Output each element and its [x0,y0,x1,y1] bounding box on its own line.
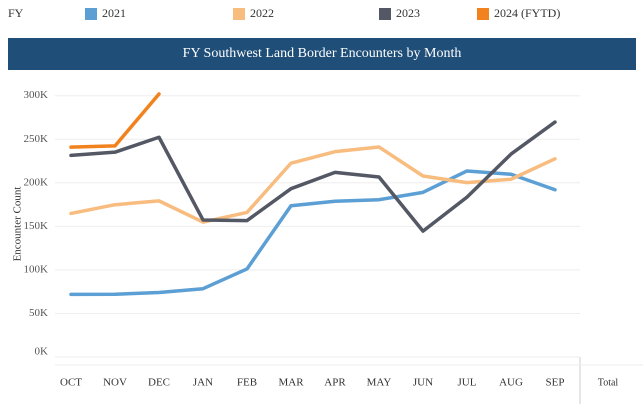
y-tick-label: 150K [24,220,49,232]
legend-swatch [477,8,489,20]
x-tick-label: DEC [148,377,170,389]
legend-label: 2022 [250,6,274,20]
series-line [69,120,557,233]
x-tick-label: MAR [278,377,304,389]
legend-swatch [85,8,97,20]
total-column-label: Total [598,377,619,388]
x-tick-label: OCT [60,377,82,389]
x-tick-label: SEP [546,377,565,389]
chart-title: FY Southwest Land Border Encounters by M… [183,46,462,61]
legend-label: 2024 (FYTD) [494,6,560,20]
x-tick-label: JAN [193,377,213,389]
y-tick-label: 100K [24,263,49,275]
legend-title: FY [8,6,24,20]
legend-label: 2021 [102,6,126,20]
x-tick-label: MAY [367,377,392,389]
y-axis-label: Encounter Count [12,187,24,262]
y-tick-label: 250K [24,133,49,145]
x-tick-label: JUN [413,377,433,389]
series-line [69,92,161,149]
legend-swatch [379,8,391,20]
x-tick-label: NOV [103,377,127,389]
x-tick-label: AUG [499,377,523,389]
title-bar [8,38,636,70]
series-line [69,169,557,297]
y-tick-label: 200K [24,176,49,188]
legend-swatch [233,8,245,20]
x-tick-label: APR [324,377,346,389]
series-line [69,145,557,224]
y-tick-label: 0K [35,346,49,358]
x-tick-label: JUL [458,377,477,389]
x-tick-label: FEB [237,377,257,389]
legend-label: 2023 [396,6,420,20]
y-tick-label: 300K [24,89,49,101]
y-tick-label: 50K [29,307,48,319]
